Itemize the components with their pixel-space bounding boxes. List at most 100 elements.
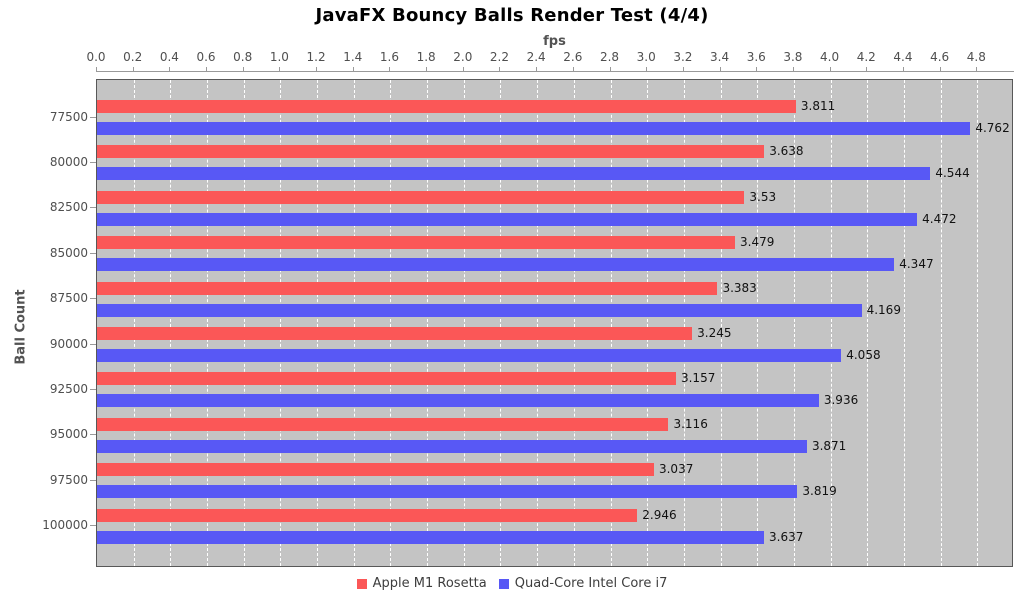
y-tick-label: 100000	[42, 518, 88, 533]
x-tick-label: 3.4	[710, 50, 730, 64]
bar	[97, 303, 862, 317]
x-tick-label: 1.6	[379, 50, 399, 64]
bar-value-label: 3.53	[749, 189, 777, 204]
y-tick-mark	[90, 116, 96, 118]
gridline	[830, 80, 832, 566]
x-tick-label: 3.0	[636, 50, 656, 64]
gridline	[610, 80, 612, 566]
bar-value-label: 3.871	[811, 438, 847, 453]
x-tick-label: 1.8	[416, 50, 436, 64]
bar-value-label: 3.245	[697, 326, 732, 340]
x-tick-mark	[426, 67, 428, 71]
x-tick-label: 3.8	[783, 50, 803, 64]
x-tick-label: 2.0	[453, 50, 473, 64]
bar	[97, 236, 736, 250]
bar-value-label: 3.638	[769, 144, 804, 159]
x-tick-mark	[132, 67, 134, 71]
y-tick-mark	[90, 479, 96, 481]
gridline	[133, 80, 135, 566]
x-tick-mark	[756, 67, 758, 71]
x-tick-mark	[829, 67, 831, 71]
gridline	[977, 80, 979, 566]
gridline	[243, 80, 245, 566]
bar-value-label: 4.347	[899, 257, 934, 272]
x-tick-label: 4.0	[820, 50, 840, 64]
y-tick-label: 92500	[49, 381, 88, 396]
x-tick-mark	[499, 67, 501, 71]
legend: Apple M1 Rosetta Quad-Core Intel Core i7	[0, 576, 1024, 591]
y-tick-label: 87500	[49, 291, 88, 306]
gridline	[207, 80, 209, 566]
x-tick-label: 4.6	[930, 50, 950, 64]
x-tick-mark	[242, 67, 244, 71]
legend-label: Quad-Core Intel Core i7	[514, 576, 668, 591]
y-tick-label: 77500	[49, 109, 88, 124]
bar-value-label: 3.383	[722, 280, 757, 295]
x-tick-label: 2.8	[599, 50, 620, 64]
bar	[97, 258, 895, 272]
bar-value-label: 3.157	[680, 371, 716, 386]
x-tick-label: 2.4	[526, 50, 546, 64]
gridline	[500, 80, 502, 566]
x-tick-mark	[866, 67, 868, 71]
bar-value-label: 4.762	[975, 121, 1010, 135]
bar-value-label: 2.946	[642, 507, 677, 522]
bar-value-label: 3.479	[740, 235, 775, 250]
gridline	[867, 80, 869, 566]
y-tick-label: 82500	[49, 200, 88, 215]
y-tick-mark	[90, 525, 96, 527]
bar	[97, 508, 638, 522]
bar-value-label: 4.544	[935, 166, 970, 181]
x-tick-mark	[316, 67, 318, 71]
bar	[97, 372, 676, 386]
gridline	[903, 80, 905, 566]
gridline	[757, 80, 759, 566]
x-tick-mark	[609, 67, 611, 71]
bar	[97, 167, 931, 181]
y-tick-mark	[90, 298, 96, 300]
gridline	[390, 80, 392, 566]
bar-value-label: 3.037	[658, 462, 694, 477]
x-tick-mark	[976, 67, 978, 71]
x-tick-mark	[792, 67, 794, 71]
y-tick-mark	[90, 388, 96, 390]
x-tick-mark	[389, 67, 391, 71]
bar	[97, 281, 718, 295]
y-tick-label: 85000	[49, 245, 88, 260]
legend-item: Apple M1 Rosetta	[356, 576, 487, 591]
x-tick-label: 3.2	[673, 50, 693, 64]
bar	[97, 212, 918, 226]
legend-item: Quad-Core Intel Core i7	[498, 576, 668, 591]
legend-swatch	[356, 578, 367, 589]
gridline	[170, 80, 172, 566]
y-tick-label: 95000	[49, 427, 88, 442]
x-tick-label: 1.4	[343, 50, 363, 64]
gridline	[940, 80, 942, 566]
x-tick-label: 2.6	[563, 50, 583, 64]
x-tick-label: 0.4	[159, 50, 179, 64]
bar-value-label: 4.472	[922, 211, 957, 226]
x-tick-label: 4.4	[893, 50, 913, 64]
bar	[97, 145, 765, 159]
gridline	[427, 80, 429, 566]
x-tick-mark	[902, 67, 904, 71]
x-tick-label: 1.0	[269, 50, 289, 64]
y-tick-mark	[90, 252, 96, 254]
x-tick-mark	[169, 67, 171, 71]
bar-value-label: 4.058	[846, 348, 881, 362]
x-tick-mark	[96, 67, 97, 71]
x-tick-mark	[719, 67, 721, 71]
x-tick-label: 2.2	[489, 50, 510, 64]
y-tick-mark	[90, 207, 96, 209]
y-tick-label: 90000	[49, 336, 88, 351]
x-tick-label: 1.2	[306, 50, 326, 64]
x-tick-mark	[352, 67, 354, 71]
bar	[97, 485, 798, 499]
bar	[97, 463, 654, 477]
y-tick-mark	[90, 161, 96, 163]
chart-title: JavaFX Bouncy Balls Render Test (4/4)	[315, 5, 709, 26]
bar-value-label: 3.637	[769, 529, 804, 544]
bar	[97, 327, 693, 340]
x-tick-label: 4.2	[856, 50, 876, 64]
gridline	[683, 80, 685, 566]
